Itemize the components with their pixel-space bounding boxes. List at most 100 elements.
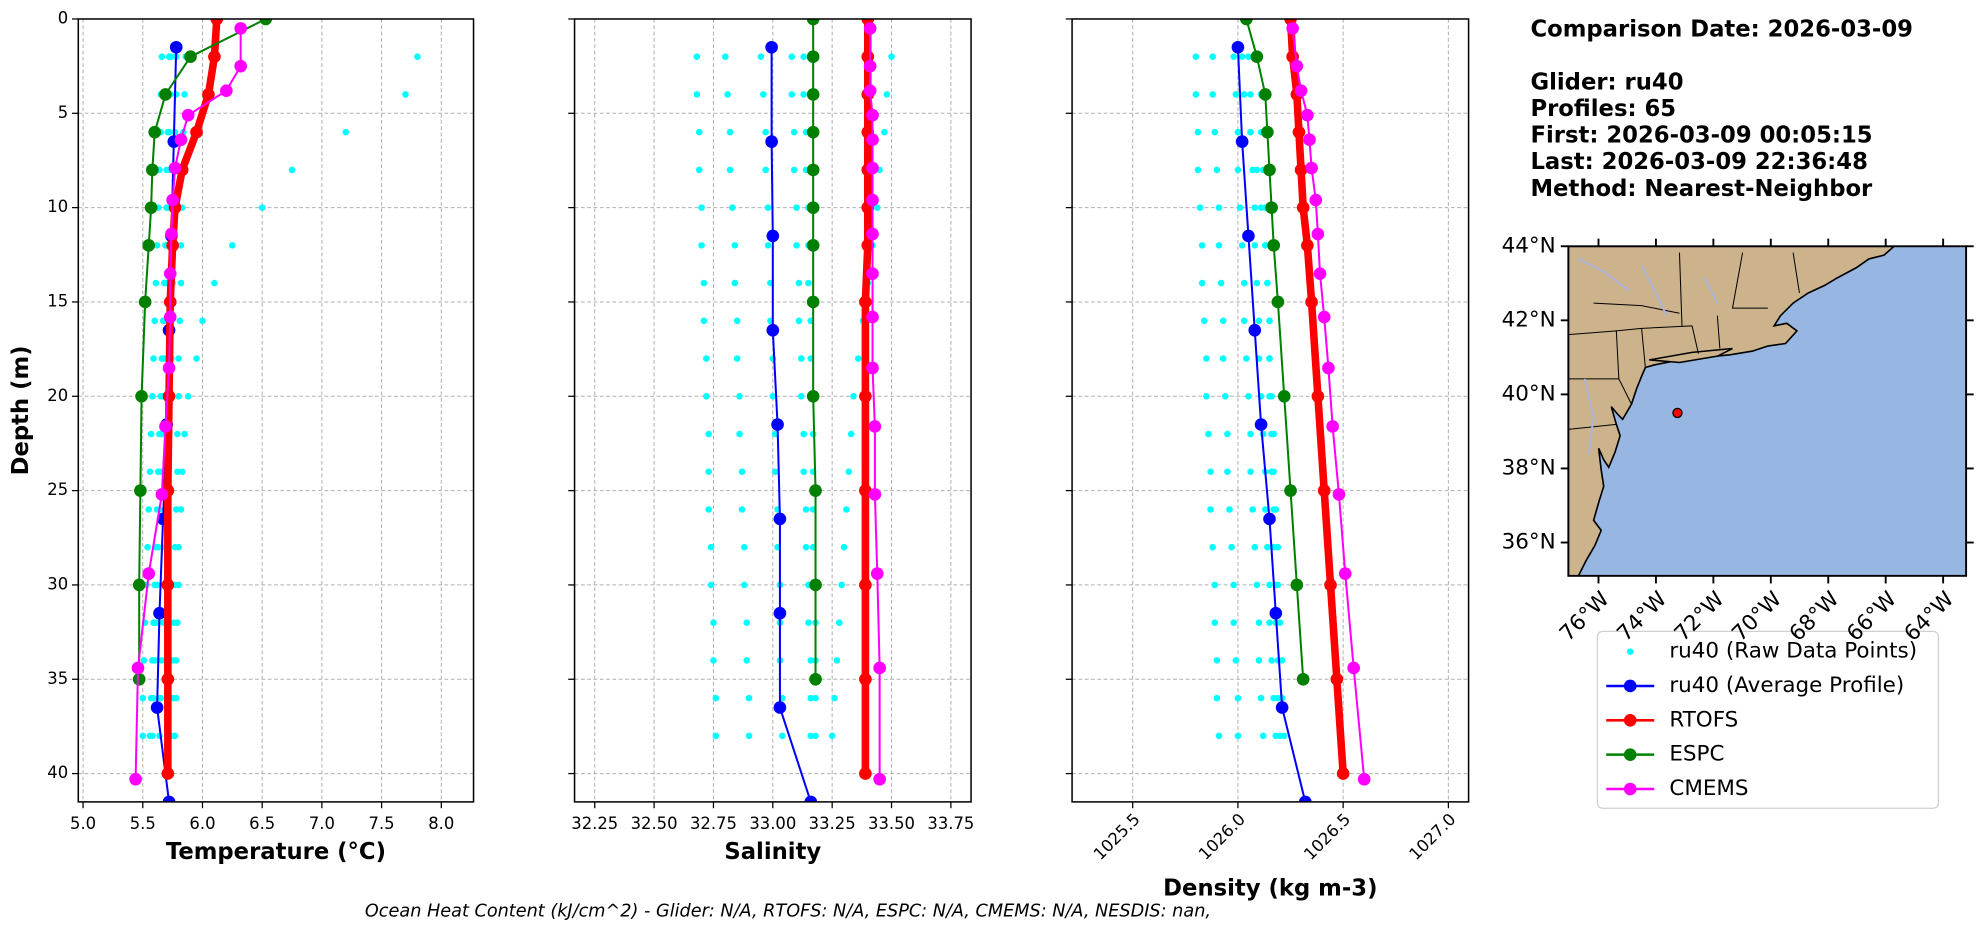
profile-marker xyxy=(870,567,884,580)
profile-marker xyxy=(1258,88,1272,101)
profile-marker xyxy=(162,389,176,403)
raw-point xyxy=(850,392,857,400)
profile-marker xyxy=(153,606,166,620)
profile-marker xyxy=(773,606,787,620)
raw-point xyxy=(1264,543,1271,551)
raw-point xyxy=(790,166,798,174)
map-lat-label: 36°N xyxy=(1502,530,1556,555)
profile-marker xyxy=(174,133,188,147)
raw-point xyxy=(150,694,157,702)
raw-point xyxy=(733,355,741,362)
raw-point xyxy=(1261,506,1269,513)
raw-point xyxy=(873,204,881,211)
plot-area xyxy=(693,18,895,802)
raw-point xyxy=(1240,317,1248,325)
profile-marker xyxy=(134,484,147,497)
raw-point xyxy=(1236,204,1244,211)
profile-marker xyxy=(1242,229,1255,243)
raw-point xyxy=(1219,317,1227,325)
raw-point xyxy=(181,430,188,438)
profile-marker xyxy=(142,567,156,580)
profile-marker xyxy=(161,578,175,592)
profile-marker xyxy=(166,239,179,252)
raw-point xyxy=(795,279,803,287)
raw-point xyxy=(177,506,185,513)
y-tick-label: 30 xyxy=(47,574,68,593)
profile-marker xyxy=(866,108,879,122)
raw-point xyxy=(1217,279,1225,287)
raw-point xyxy=(1249,506,1256,513)
raw-point xyxy=(800,91,807,98)
profile-marker xyxy=(162,361,176,375)
raw-point xyxy=(1240,279,1248,287)
raw-point xyxy=(1213,166,1221,174)
raw-point xyxy=(707,543,715,551)
raw-point xyxy=(157,694,164,702)
profile-marker xyxy=(184,50,197,64)
profile-marker xyxy=(1311,389,1325,403)
raw-point xyxy=(1272,732,1280,740)
profile-marker xyxy=(806,295,820,309)
raw-point xyxy=(172,506,180,513)
raw-point xyxy=(836,619,843,626)
raw-point xyxy=(1194,128,1202,136)
profile-marker xyxy=(809,484,822,497)
raw-point xyxy=(193,355,200,362)
raw-point xyxy=(151,317,158,325)
profile-marker xyxy=(806,88,820,101)
raw-point xyxy=(1268,392,1275,400)
x-tick-label: 1025.5 xyxy=(1090,810,1144,864)
profile-line xyxy=(869,28,881,780)
raw-point xyxy=(840,543,848,551)
raw-point xyxy=(174,468,181,476)
profile-marker xyxy=(169,40,183,54)
raw-point xyxy=(1247,91,1254,98)
raw-point xyxy=(181,91,188,98)
plot-area xyxy=(129,18,421,802)
raw-point xyxy=(729,204,736,211)
raw-point xyxy=(1253,279,1261,287)
x-tick-label: 33.25 xyxy=(809,814,856,833)
profile-marker xyxy=(1338,567,1352,580)
raw-point xyxy=(736,430,743,438)
raw-point xyxy=(1215,242,1223,249)
raw-point xyxy=(741,581,748,589)
raw-point xyxy=(847,430,855,438)
raw-point xyxy=(698,204,705,211)
profile-marker xyxy=(1357,772,1371,786)
profile-marker xyxy=(859,672,872,686)
x-tick-label: 6.5 xyxy=(249,814,275,833)
profile-marker xyxy=(806,125,820,139)
profile-marker xyxy=(1261,125,1274,139)
raw-point xyxy=(177,279,185,287)
footnote: Ocean Heat Content (kJ/cm^2) - Glider: N… xyxy=(365,902,1211,922)
raw-point xyxy=(1272,506,1280,513)
profile-marker xyxy=(806,239,820,252)
raw-point xyxy=(155,543,162,551)
raw-point xyxy=(731,279,739,287)
raw-point xyxy=(1222,392,1229,400)
raw-point xyxy=(151,657,158,664)
x-tick-label: 5.0 xyxy=(70,814,96,833)
x-tick-label: 33.00 xyxy=(749,814,796,833)
x-tick-label: 5.5 xyxy=(130,814,156,833)
raw-point xyxy=(150,355,157,362)
raw-point xyxy=(146,468,154,476)
profile-marker xyxy=(1250,50,1264,64)
profile-marker xyxy=(1290,578,1304,592)
profile-marker xyxy=(1284,484,1297,497)
profile-marker xyxy=(159,420,172,433)
raw-point xyxy=(1228,543,1235,551)
raw-point xyxy=(802,506,810,513)
raw-point xyxy=(1266,317,1273,325)
map-lat-label: 40°N xyxy=(1502,381,1556,406)
raw-point xyxy=(1207,468,1214,476)
raw-point xyxy=(695,166,703,174)
y-tick-label: 15 xyxy=(47,291,68,310)
raw-point xyxy=(793,204,800,211)
raw-point xyxy=(1238,242,1246,249)
raw-point xyxy=(1234,166,1242,174)
profile-marker xyxy=(866,133,879,147)
map xyxy=(1568,246,1967,576)
